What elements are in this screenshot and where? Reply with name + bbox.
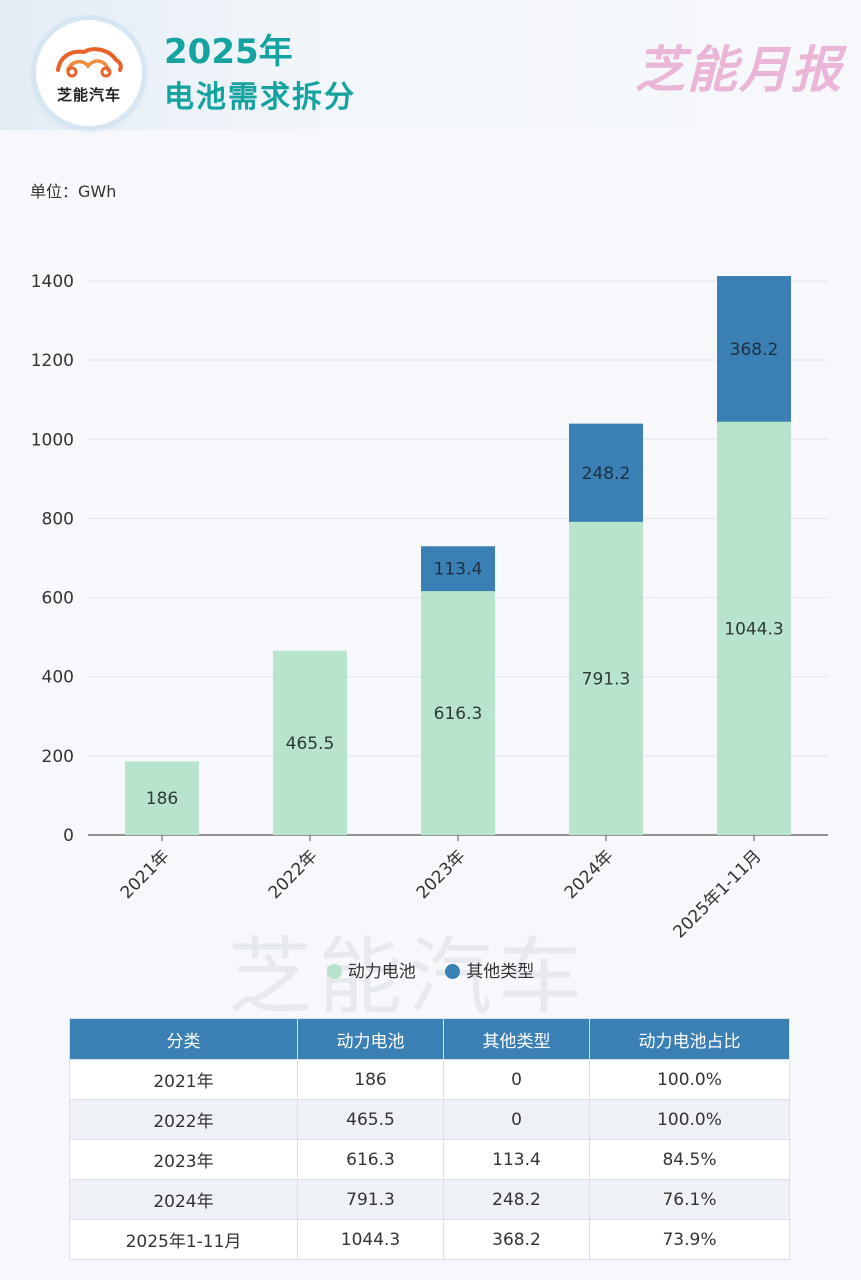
y-tick-label: 200 bbox=[42, 747, 74, 767]
page-title: 电池需求拆分 bbox=[164, 80, 356, 115]
brand-mark: 芝能月报 bbox=[635, 41, 843, 99]
cell-other: 0 bbox=[443, 1099, 590, 1140]
cell-share: 100.0% bbox=[589, 1099, 790, 1140]
chart-legend: 动力电池 其他类型 bbox=[0, 957, 861, 982]
logo: 芝能汽车 bbox=[36, 20, 142, 126]
cell-other: 368.2 bbox=[443, 1219, 590, 1260]
cell-category: 2025年1-11月 bbox=[69, 1219, 298, 1260]
data-label: 368.2 bbox=[730, 340, 779, 360]
data-label: 465.5 bbox=[286, 734, 335, 754]
table-row: 2021年 186 0 100.0% bbox=[69, 1059, 790, 1100]
x-tick-label: 2022年 bbox=[265, 846, 322, 903]
table-row: 2023年 616.3 113.4 84.5% bbox=[69, 1139, 790, 1180]
legend-item-other: 其他类型 bbox=[445, 957, 534, 982]
col-header-share: 动力电池占比 bbox=[589, 1018, 790, 1060]
y-tick-label: 400 bbox=[42, 668, 74, 688]
bar-power bbox=[421, 591, 495, 835]
data-label: 1044.3 bbox=[724, 619, 783, 639]
bar-other bbox=[569, 423, 643, 522]
x-tick-label: 2025年1-11月 bbox=[669, 846, 765, 942]
legend-item-power: 动力电池 bbox=[326, 957, 416, 982]
table-row: 2022年 465.5 0 100.0% bbox=[69, 1099, 790, 1140]
cell-share: 84.5% bbox=[589, 1139, 790, 1180]
bar-power bbox=[273, 650, 347, 835]
stacked-bar-chart: 0 200 400 600 800 1000 1200 1400 186 2021年 465.5 20… bbox=[31, 272, 828, 942]
cell-category: 2024年 bbox=[69, 1179, 298, 1220]
x-tick-label: 2023年 bbox=[413, 846, 470, 903]
data-label: 791.3 bbox=[582, 669, 631, 689]
y-tick-label: 1200 bbox=[31, 351, 74, 371]
cell-other: 0 bbox=[443, 1059, 590, 1100]
col-header-category: 分类 bbox=[69, 1018, 298, 1060]
data-label: 186 bbox=[146, 789, 178, 809]
legend-swatch-other bbox=[445, 964, 461, 979]
cell-other: 113.4 bbox=[443, 1139, 590, 1180]
y-tick-label: 1400 bbox=[31, 272, 74, 292]
x-tick-label: 2021年 bbox=[117, 846, 174, 903]
cell-power: 791.3 bbox=[297, 1179, 444, 1220]
watermark: 芝能汽车 bbox=[228, 910, 588, 1031]
table-row: 2025年1-11月 1044.3 368.2 73.9% bbox=[69, 1219, 790, 1260]
header-banner: 芝能汽车 2025年 电池需求拆分 芝能月报 bbox=[0, 0, 861, 130]
col-header-power: 动力电池 bbox=[297, 1018, 444, 1060]
car-logo-icon bbox=[56, 47, 123, 78]
cell-category: 2023年 bbox=[69, 1139, 298, 1180]
bar-other bbox=[421, 546, 495, 592]
y-tick-label: 1000 bbox=[31, 430, 74, 450]
cell-power: 465.5 bbox=[297, 1099, 444, 1140]
table-row: 2024年 791.3 248.2 76.1% bbox=[69, 1179, 790, 1220]
cell-share: 100.0% bbox=[589, 1059, 790, 1100]
table-header-row: 分类 动力电池 其他类型 动力电池占比 bbox=[69, 1018, 790, 1060]
data-label: 248.2 bbox=[582, 464, 631, 484]
bar-power bbox=[569, 521, 643, 835]
bar-power bbox=[125, 761, 199, 835]
cell-category: 2021年 bbox=[69, 1059, 298, 1100]
unit-label: 单位：GWh bbox=[30, 182, 117, 201]
cell-power: 616.3 bbox=[297, 1139, 444, 1180]
x-tick-label: 2024年 bbox=[561, 846, 618, 903]
legend-label-other: 其他类型 bbox=[466, 962, 535, 982]
data-table: 分类 动力电池 其他类型 动力电池占比 2021年 186 0 100.0% 2… bbox=[69, 1018, 790, 1260]
data-label: 616.3 bbox=[434, 704, 483, 724]
bar-other bbox=[717, 276, 791, 422]
cell-share: 73.9% bbox=[589, 1219, 790, 1260]
logo-text: 芝能汽车 bbox=[56, 86, 121, 104]
y-tick-label: 0 bbox=[63, 826, 74, 846]
cell-share: 76.1% bbox=[589, 1179, 790, 1220]
bar-power bbox=[717, 421, 791, 835]
cell-category: 2022年 bbox=[69, 1099, 298, 1140]
cell-power: 186 bbox=[297, 1059, 444, 1100]
legend-swatch-power bbox=[326, 964, 342, 979]
page-title-year: 2025年 bbox=[164, 32, 293, 72]
legend-label-power: 动力电池 bbox=[347, 962, 416, 982]
y-tick-label: 600 bbox=[42, 589, 74, 609]
y-tick-label: 800 bbox=[42, 509, 74, 529]
cell-power: 1044.3 bbox=[297, 1219, 444, 1260]
watermark-text: 芝能汽车 bbox=[228, 928, 589, 1026]
cell-other: 248.2 bbox=[443, 1179, 590, 1220]
col-header-other: 其他类型 bbox=[443, 1018, 590, 1060]
data-label: 113.4 bbox=[434, 560, 483, 580]
